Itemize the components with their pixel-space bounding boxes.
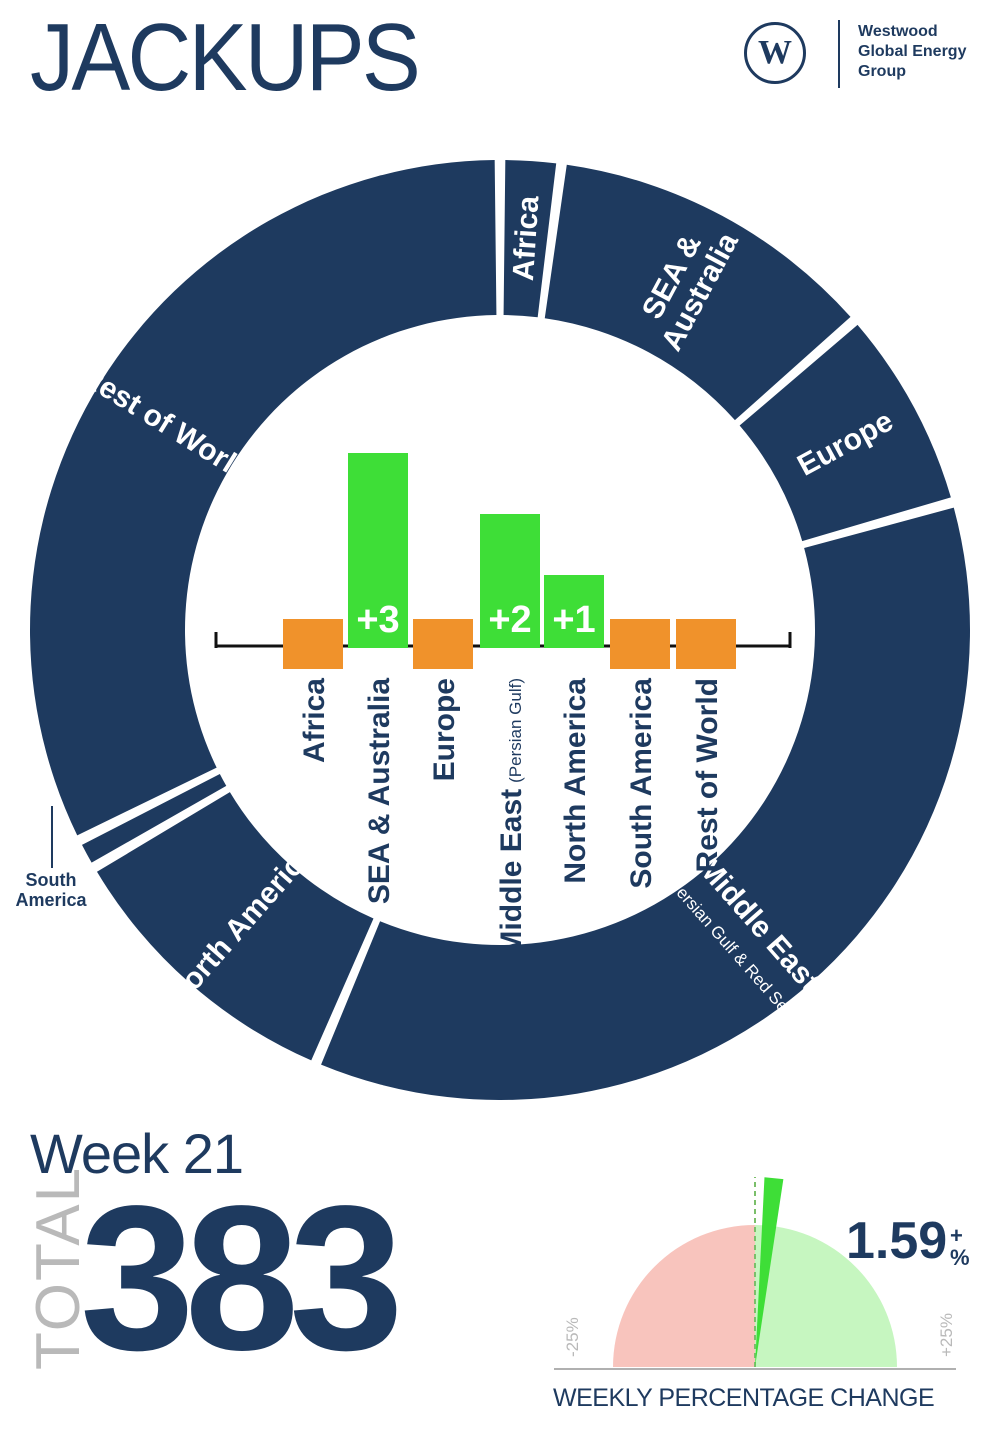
- bar-middle-east: [480, 514, 540, 648]
- westwood-logo: W Westwood Global Energy Group: [744, 18, 984, 94]
- percent-change-suffix: + %: [950, 1225, 970, 1269]
- bar-rest-of-world-nochange: [676, 619, 736, 669]
- logo-line: Group: [858, 63, 906, 80]
- percent-change-value: 1.59: [846, 1212, 948, 1270]
- bar-category-label: SEA & Australia: [363, 678, 396, 904]
- donut-slice-rest-of-world: [30, 160, 497, 836]
- gauge-positive-half: [755, 1225, 897, 1367]
- bar-value-label: +1: [552, 599, 595, 641]
- bar-category-label: Rest of World: [691, 678, 724, 872]
- week-label: Week 21: [30, 1122, 244, 1185]
- south-america-callout-label: South America: [15, 870, 87, 910]
- bar-north-america: [544, 575, 604, 648]
- logo-text: Westwood Global Energy Group: [858, 22, 966, 82]
- gauge-caption: WEEKLY PERCENTAGE CHANGE: [553, 1384, 935, 1412]
- logo-mark-icon: W: [744, 22, 806, 84]
- percent-sign: %: [950, 1245, 970, 1270]
- donut-slice-sea-australia: [544, 164, 851, 421]
- bar-category-label: Africa: [298, 678, 331, 763]
- bar-value-label: +2: [488, 599, 531, 641]
- bar-category-label: Europe: [428, 678, 461, 781]
- bar-south-america-nochange: [610, 619, 670, 669]
- donut-slice-north-america: [96, 792, 374, 1061]
- logo-line: Global Energy: [858, 43, 967, 60]
- gauge-negative-half: [613, 1225, 755, 1367]
- donut-slice-europe: [739, 324, 951, 542]
- gauge-min-label: -25%: [563, 1317, 582, 1357]
- bar-category-label: Middle East(Persian Gulf): [495, 678, 528, 956]
- bar-category-label: South America: [625, 678, 658, 889]
- total-value: 383: [80, 1163, 404, 1393]
- bar-europe-nochange: [413, 619, 473, 669]
- bar-category-label: North America: [559, 678, 592, 884]
- donut-label-africa: Africa: [507, 195, 546, 282]
- logo-divider: [838, 20, 840, 88]
- bar-sea-australia: [348, 453, 408, 648]
- page-title: JACKUPS: [30, 4, 421, 111]
- bar-value-label: +3: [356, 599, 399, 641]
- south-america-callout-line: [51, 806, 53, 868]
- donut-slice-africa: [503, 160, 557, 318]
- weekly-change-gauge: -25% +25%: [554, 1177, 956, 1370]
- donut-slice-south-america: [81, 774, 227, 863]
- percent-sign-plus: +: [950, 1223, 963, 1248]
- logo-line: Westwood: [858, 23, 938, 40]
- bar-africa-nochange: [283, 619, 343, 669]
- gauge-needle: [755, 1177, 784, 1367]
- gauge-max-label: +25%: [937, 1313, 956, 1357]
- donut-slice-middle-east: [321, 507, 970, 1100]
